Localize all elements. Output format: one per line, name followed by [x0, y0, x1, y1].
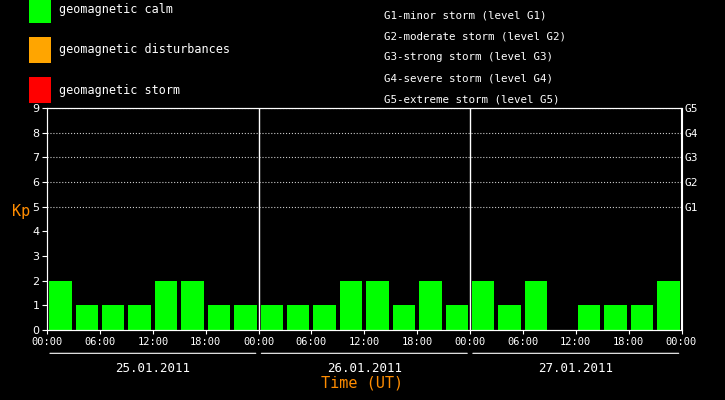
- Bar: [631, 305, 653, 330]
- Bar: [393, 305, 415, 330]
- Bar: [155, 281, 178, 330]
- Bar: [340, 281, 362, 330]
- Text: 25.01.2011: 25.01.2011: [115, 362, 191, 375]
- Bar: [75, 305, 98, 330]
- Text: 27.01.2011: 27.01.2011: [538, 362, 613, 375]
- Text: geomagnetic disturbances: geomagnetic disturbances: [59, 44, 231, 56]
- Bar: [366, 281, 389, 330]
- Bar: [578, 305, 600, 330]
- Bar: [102, 305, 125, 330]
- Bar: [260, 305, 283, 330]
- Bar: [181, 281, 204, 330]
- Bar: [604, 305, 626, 330]
- Bar: [287, 305, 310, 330]
- Text: Time (UT): Time (UT): [321, 375, 404, 390]
- Text: G5-extreme storm (level G5): G5-extreme storm (level G5): [384, 95, 560, 105]
- Bar: [499, 305, 521, 330]
- Bar: [657, 281, 679, 330]
- Bar: [446, 305, 468, 330]
- Text: geomagnetic calm: geomagnetic calm: [59, 4, 173, 16]
- Bar: [207, 305, 230, 330]
- Text: geomagnetic storm: geomagnetic storm: [59, 84, 181, 96]
- Text: G2-moderate storm (level G2): G2-moderate storm (level G2): [384, 31, 566, 41]
- Bar: [313, 305, 336, 330]
- Bar: [472, 281, 494, 330]
- Text: G4-severe storm (level G4): G4-severe storm (level G4): [384, 74, 553, 84]
- Text: G1-minor storm (level G1): G1-minor storm (level G1): [384, 10, 547, 20]
- Bar: [49, 281, 72, 330]
- Bar: [419, 281, 442, 330]
- Y-axis label: Kp: Kp: [12, 204, 30, 219]
- Text: 26.01.2011: 26.01.2011: [327, 362, 402, 375]
- Text: G3-strong storm (level G3): G3-strong storm (level G3): [384, 52, 553, 62]
- Bar: [234, 305, 257, 330]
- Bar: [525, 281, 547, 330]
- Bar: [128, 305, 151, 330]
